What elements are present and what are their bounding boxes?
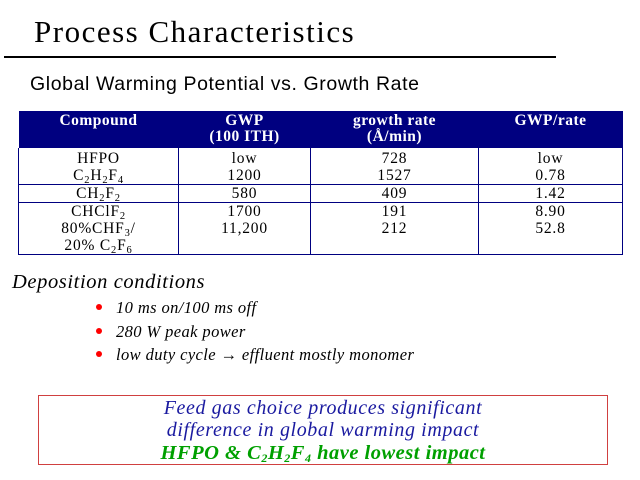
cell-ratio: 0.78: [478, 167, 623, 185]
bullet-icon: [96, 327, 102, 334]
header-gwp-rate: GWP/rate: [478, 111, 623, 148]
table-caption: Global Warming Potential vs. Growth Rate: [30, 73, 420, 95]
conclusion-box: Feed gas choice produces significant dif…: [38, 395, 608, 465]
bullet-icon: [96, 304, 102, 310]
header-gwp: GWP (100 ITH): [178, 111, 311, 148]
cell-rate: 728: [310, 148, 479, 167]
title-underline: [4, 56, 556, 58]
cell-gwp: 580: [178, 184, 311, 203]
list-item: 10 ms on/100 ms off: [96, 296, 414, 320]
bullet-icon: [96, 351, 102, 357]
cell-ratio: 52.8: [478, 220, 623, 255]
cell-rate: 191: [310, 202, 479, 220]
conclusion-highlight: HFPO & C2H2F4 have lowest impact: [160, 442, 486, 465]
table-header-row: Compound GWP (100 ITH) growth rate (Å/mi…: [18, 111, 623, 148]
cell-ratio: low: [478, 148, 623, 167]
table-row: CHClF2 1700 191 8.90: [18, 202, 623, 222]
list-item: low duty cycle → effluent mostly monomer: [96, 343, 414, 367]
cell-gwp: 11,200: [178, 220, 311, 255]
cell-compound: HFPO: [18, 148, 179, 167]
cell-ratio: 1.42: [478, 184, 623, 203]
slide-title: Process Characteristics: [34, 14, 356, 49]
list-item: 280 W peak power: [96, 320, 414, 344]
cell-gwp: low: [178, 148, 311, 167]
gwp-table: Compound GWP (100 ITH) growth rate (Å/mi…: [18, 111, 623, 256]
cell-rate: 212: [310, 220, 479, 255]
cell-rate: 1527: [310, 167, 479, 185]
table-row: C2H2F4 1200 1527 0.78: [18, 167, 623, 186]
cell-ratio: 8.90: [478, 202, 623, 220]
cell-compound: CHClF2: [18, 202, 179, 222]
cell-rate: 409: [310, 184, 479, 203]
table-row: CH2F2 580 409 1.42: [18, 184, 623, 204]
header-compound: Compound: [18, 111, 179, 148]
table-row: HFPO low 728 low: [18, 148, 623, 167]
deposition-heading: Deposition conditions: [12, 271, 206, 293]
cell-gwp: 1200: [178, 167, 311, 185]
conclusion-line-1: Feed gas choice produces significant: [163, 397, 483, 419]
conclusion-line-2: difference in global warming impact: [166, 419, 480, 441]
table-row: 80%CHF3/20% C2F6 11,200 212 52.8: [18, 220, 623, 256]
cell-gwp: 1700: [178, 202, 311, 220]
deposition-list: 10 ms on/100 ms off 280 W peak power low…: [96, 296, 414, 367]
cell-compound: C2H2F4: [18, 167, 179, 186]
cell-compound: CH2F2: [18, 184, 179, 204]
cell-compound: 80%CHF3/20% C2F6: [18, 220, 179, 256]
header-growth-rate: growth rate (Å/min): [310, 111, 479, 148]
